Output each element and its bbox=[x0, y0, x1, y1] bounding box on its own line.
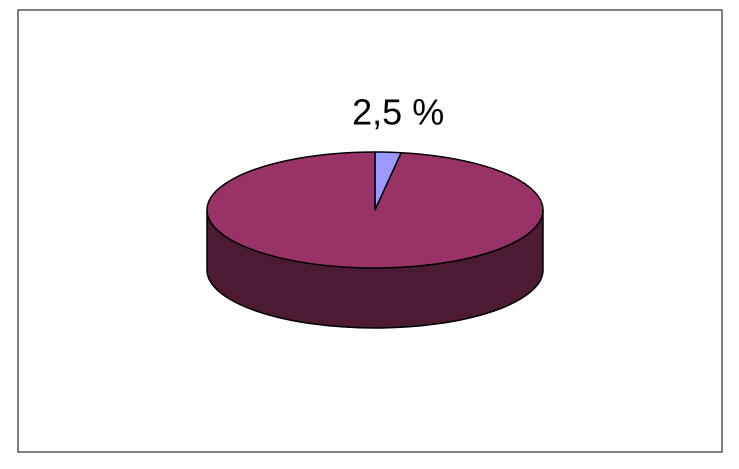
pie-slice bbox=[206, 151, 544, 269]
data-label: 2,5 % bbox=[352, 92, 444, 133]
